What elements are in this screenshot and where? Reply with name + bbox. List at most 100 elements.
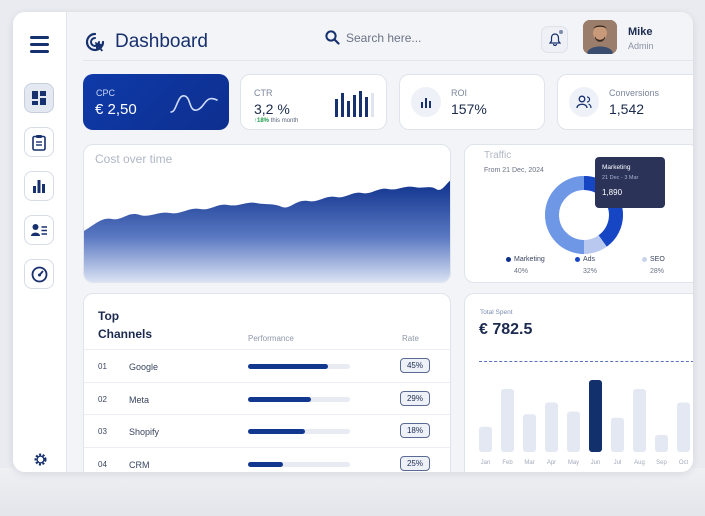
clipboard-icon: [32, 134, 46, 151]
month-label: Jun: [590, 460, 601, 466]
page-title: Dashboard: [115, 31, 208, 52]
row-number: 02: [98, 394, 107, 404]
month-label: Feb: [502, 460, 513, 466]
sidebar-item-performance[interactable]: [24, 259, 54, 289]
ctr-mini-bars: [335, 91, 374, 117]
month-label: Oct: [678, 460, 689, 466]
spent-bar-aug[interactable]: [633, 389, 646, 452]
legend-marketing-label: Marketing: [514, 256, 545, 263]
performance-bar: [248, 461, 350, 467]
dashboard-grid-icon: [32, 91, 46, 105]
legend-ads-pct: 32%: [583, 268, 598, 275]
rate-badge: 29%: [400, 390, 430, 406]
cpc-sparkline: [170, 95, 218, 113]
channel-name: Meta: [129, 394, 150, 405]
up-arrow-icon: ↑: [254, 118, 257, 124]
performance-bar-fill: [248, 461, 283, 467]
table-row[interactable]: 02 Meta 29%: [84, 381, 450, 414]
performance-bar-fill: [248, 396, 312, 402]
table-row[interactable]: 01 Google 45%: [84, 349, 450, 381]
spent-bar-jun[interactable]: [589, 380, 602, 452]
sidebar-item-reports[interactable]: [24, 127, 54, 157]
legend-dot: [642, 257, 647, 262]
spent-bar-feb[interactable]: [501, 389, 514, 452]
performance-bar-fill: [248, 364, 328, 369]
section-title: Top Channels: [98, 309, 153, 341]
total-spent-card: Total Spent € 782.5 Jan Feb Mar Apr May Jun Ju…: [464, 293, 693, 472]
roi-chart-icon: [411, 87, 441, 117]
kpi-card-ctr[interactable]: CTR 3,2 % ↑18% this month: [240, 74, 387, 130]
speedometer-icon: [31, 266, 47, 282]
month-label: Jan: [480, 460, 491, 466]
column-header-performance: Performance: [248, 334, 294, 343]
legend-marketing-pct: 40%: [514, 268, 529, 275]
spent-bar-jan[interactable]: [479, 426, 492, 452]
avatar[interactable]: [583, 20, 617, 54]
gear-icon[interactable]: [33, 452, 48, 467]
kpi-label: CTR: [254, 88, 273, 98]
search-box[interactable]: Search here...: [325, 30, 421, 45]
table-row[interactable]: 03 Shopify 18%: [84, 414, 450, 446]
column-header-rate: Rate: [402, 334, 419, 343]
spent-bar-jul[interactable]: [611, 417, 624, 452]
search-input[interactable]: Search here...: [346, 30, 422, 45]
tooltip-label: Marketing: [602, 164, 631, 171]
cursor-click-logo-icon: [85, 32, 105, 52]
performance-bar: [248, 364, 350, 369]
user-role: Admin: [628, 41, 654, 51]
kpi-value: € 2,50: [95, 101, 137, 118]
performance-bar-fill: [248, 429, 306, 434]
table-row[interactable]: 04 CRM 25%: [84, 446, 450, 473]
sidebar-item-dashboard[interactable]: [24, 83, 54, 113]
month-label: May: [567, 460, 580, 466]
channel-name: Google: [129, 362, 159, 372]
section-title: Traffic: [484, 150, 512, 161]
legend-ads-label: Ads: [583, 256, 596, 263]
kpi-label: ROI: [451, 88, 468, 98]
contact-card-icon: [31, 224, 47, 236]
sidebar-item-contacts[interactable]: [24, 215, 54, 245]
month-label: Sep: [656, 460, 667, 466]
section-title: Cost over time: [95, 152, 173, 166]
kpi-card-conversions[interactable]: Conversions 1,542: [557, 74, 693, 130]
sidebar-item-analytics[interactable]: [24, 171, 54, 201]
spent-bar-may[interactable]: [567, 411, 580, 453]
bottom-shadow: [0, 468, 705, 516]
sidebar: [13, 12, 67, 472]
month-label: Apr: [546, 460, 557, 466]
channel-name: CRM: [129, 459, 150, 470]
spent-bar-apr[interactable]: [545, 402, 558, 453]
notifications-button[interactable]: [541, 26, 568, 53]
hamburger-menu-icon[interactable]: [30, 36, 49, 53]
spent-bar-oct[interactable]: [677, 402, 690, 453]
month-label: Jul: [613, 460, 622, 466]
tooltip-range: 21 Dec - 3 Mar: [602, 175, 639, 181]
performance-bar: [248, 429, 350, 434]
spent-bar-sep[interactable]: [655, 434, 668, 452]
bar-chart-icon: [33, 180, 45, 193]
cost-over-time-card: Cost over time: [83, 144, 451, 283]
spent-bar-chart: [479, 380, 690, 453]
row-number: 03: [98, 427, 107, 436]
tooltip-value: 1,890: [602, 188, 623, 197]
rate-badge: 25%: [400, 455, 430, 471]
legend-seo-label: SEO: [650, 256, 665, 263]
bell-icon: [548, 33, 561, 46]
kpi-card-roi[interactable]: ROI 157%: [399, 74, 545, 130]
kpi-label: Conversions: [609, 88, 660, 98]
average-line: [479, 361, 693, 362]
kpi-card-cpc[interactable]: CPC € 2,50: [83, 74, 229, 130]
traffic-tooltip: Marketing 21 Dec - 3 Mar 1,890: [595, 157, 665, 208]
month-label: Mar: [524, 460, 535, 466]
traffic-date-range: From 21 Dec, 2024: [484, 167, 544, 174]
rate-badge: 18%: [400, 423, 430, 438]
performance-bar: [248, 396, 350, 402]
notification-dot: [559, 30, 563, 34]
kpi-value: 157%: [451, 101, 487, 117]
month-label: Aug: [634, 460, 645, 466]
rate-badge: 45%: [400, 358, 430, 373]
kpi-label: CPC: [96, 88, 116, 98]
user-name: Mike: [628, 26, 653, 38]
spent-bar-mar[interactable]: [523, 414, 536, 452]
cost-area-chart: [84, 180, 450, 282]
